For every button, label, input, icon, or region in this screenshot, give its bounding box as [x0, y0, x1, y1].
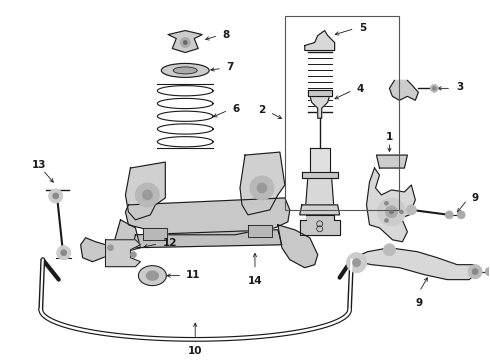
Circle shape: [399, 210, 403, 214]
Polygon shape: [240, 152, 285, 215]
Circle shape: [61, 250, 67, 256]
Text: 9: 9: [416, 298, 423, 307]
Polygon shape: [302, 172, 338, 178]
Circle shape: [180, 37, 190, 48]
Text: 2: 2: [258, 105, 265, 115]
Polygon shape: [168, 31, 202, 53]
Text: 10: 10: [188, 346, 202, 356]
Polygon shape: [352, 248, 479, 280]
Text: 12: 12: [162, 238, 177, 248]
Circle shape: [130, 252, 136, 258]
Text: 5: 5: [360, 23, 367, 33]
Polygon shape: [305, 31, 335, 50]
Polygon shape: [300, 205, 340, 215]
Circle shape: [385, 219, 389, 222]
Bar: [285, 15, 399, 210]
Circle shape: [457, 211, 465, 219]
Circle shape: [257, 183, 267, 193]
Text: 14: 14: [247, 276, 262, 285]
Polygon shape: [308, 90, 332, 96]
Circle shape: [472, 269, 478, 275]
Polygon shape: [105, 240, 141, 267]
Text: 3: 3: [456, 82, 464, 93]
Polygon shape: [81, 220, 141, 262]
Text: 11: 11: [186, 270, 201, 280]
Circle shape: [384, 244, 395, 256]
Text: 8: 8: [222, 30, 229, 40]
Polygon shape: [132, 230, 282, 248]
Text: 1: 1: [386, 132, 393, 142]
Polygon shape: [278, 225, 318, 268]
Circle shape: [385, 201, 389, 205]
Circle shape: [390, 210, 393, 214]
Circle shape: [53, 193, 59, 199]
Ellipse shape: [173, 67, 197, 74]
Circle shape: [445, 211, 453, 219]
Polygon shape: [367, 168, 416, 242]
Circle shape: [107, 245, 114, 251]
Text: 6: 6: [232, 104, 239, 114]
Polygon shape: [248, 225, 272, 237]
Polygon shape: [390, 80, 418, 100]
Circle shape: [183, 41, 187, 45]
Polygon shape: [300, 215, 340, 235]
Text: 4: 4: [357, 84, 364, 94]
Circle shape: [143, 190, 152, 200]
Polygon shape: [125, 198, 290, 235]
Ellipse shape: [161, 63, 209, 77]
Circle shape: [250, 176, 274, 200]
Ellipse shape: [147, 271, 158, 280]
Circle shape: [377, 198, 405, 226]
Circle shape: [57, 246, 71, 260]
Text: 13: 13: [31, 160, 46, 170]
Polygon shape: [144, 228, 167, 240]
Polygon shape: [310, 95, 330, 118]
Text: 9: 9: [471, 193, 478, 203]
Circle shape: [468, 265, 482, 279]
Circle shape: [346, 253, 367, 273]
Circle shape: [406, 205, 416, 215]
Circle shape: [485, 268, 490, 276]
Circle shape: [353, 259, 361, 267]
Polygon shape: [310, 148, 330, 175]
Circle shape: [386, 206, 397, 218]
Circle shape: [49, 189, 63, 203]
Circle shape: [432, 86, 436, 90]
Polygon shape: [125, 162, 165, 220]
Text: 7: 7: [226, 62, 233, 72]
Polygon shape: [306, 178, 334, 205]
Polygon shape: [376, 155, 407, 168]
Ellipse shape: [138, 266, 166, 285]
Circle shape: [135, 183, 159, 207]
Circle shape: [430, 84, 438, 92]
